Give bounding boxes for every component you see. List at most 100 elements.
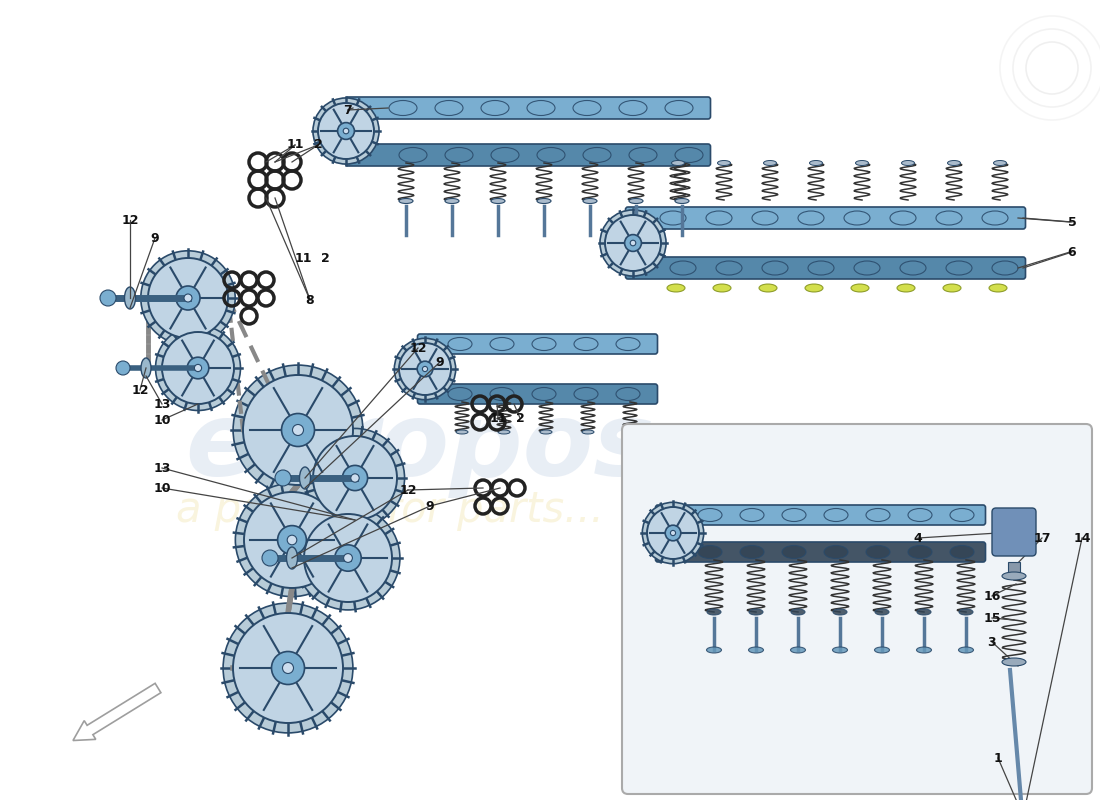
FancyBboxPatch shape [656,505,986,525]
Ellipse shape [763,161,777,166]
Ellipse shape [950,509,974,522]
Text: 10: 10 [153,482,170,494]
Circle shape [100,290,116,306]
Ellipse shape [660,211,686,225]
Ellipse shape [908,509,932,522]
Circle shape [176,286,200,310]
Ellipse shape [1002,572,1026,580]
Circle shape [600,210,666,276]
Text: 6: 6 [1068,246,1076,258]
Ellipse shape [540,430,552,434]
Ellipse shape [782,509,806,522]
Ellipse shape [805,284,823,292]
Circle shape [233,365,363,495]
Ellipse shape [532,338,556,350]
Ellipse shape [936,211,962,225]
Ellipse shape [900,261,926,275]
Ellipse shape [707,609,721,615]
Circle shape [195,364,201,371]
Circle shape [630,240,636,246]
Ellipse shape [833,609,847,615]
Ellipse shape [286,547,297,569]
Ellipse shape [874,609,889,615]
Text: 7: 7 [343,103,352,117]
Ellipse shape [667,284,685,292]
Circle shape [647,507,698,559]
Circle shape [235,483,349,597]
Ellipse shape [698,509,722,522]
Ellipse shape [616,387,640,401]
Circle shape [343,554,352,562]
Ellipse shape [629,198,644,203]
Ellipse shape [958,647,974,653]
Ellipse shape [698,546,722,558]
Circle shape [277,526,307,554]
Ellipse shape [532,387,556,401]
Text: 13: 13 [153,462,170,474]
Ellipse shape [866,546,890,558]
Ellipse shape [762,261,788,275]
Ellipse shape [299,467,310,489]
Ellipse shape [574,387,598,401]
Ellipse shape [989,284,1006,292]
Ellipse shape [740,546,764,558]
Ellipse shape [896,284,915,292]
Ellipse shape [890,211,916,225]
Text: 9: 9 [151,231,160,245]
Ellipse shape [583,198,597,203]
Text: 14: 14 [1074,531,1091,545]
Ellipse shape [759,284,777,292]
Circle shape [244,492,340,588]
Ellipse shape [791,609,805,615]
Circle shape [314,436,397,520]
Ellipse shape [706,211,732,225]
Ellipse shape [810,161,823,166]
Ellipse shape [624,430,636,434]
Text: 9: 9 [436,355,444,369]
Circle shape [223,603,353,733]
Text: 12: 12 [409,342,427,354]
Circle shape [625,234,641,251]
Ellipse shape [993,161,1007,166]
Text: 11: 11 [295,251,311,265]
Ellipse shape [717,161,730,166]
Ellipse shape [706,647,722,653]
FancyBboxPatch shape [656,542,986,562]
Ellipse shape [917,609,931,615]
Circle shape [155,326,241,410]
Circle shape [343,128,349,134]
Text: 9: 9 [426,499,434,513]
Circle shape [272,651,305,685]
Ellipse shape [434,101,463,115]
Ellipse shape [574,338,598,350]
Circle shape [233,613,343,723]
Ellipse shape [582,430,594,434]
Circle shape [287,535,297,545]
Text: 2: 2 [314,138,322,151]
Ellipse shape [583,147,610,162]
Circle shape [148,258,228,338]
Ellipse shape [446,147,473,162]
Ellipse shape [491,147,519,162]
Ellipse shape [851,284,869,292]
Ellipse shape [675,198,689,203]
Circle shape [605,215,661,271]
FancyBboxPatch shape [418,334,658,354]
Circle shape [334,545,361,571]
Ellipse shape [902,161,914,166]
Ellipse shape [527,101,556,115]
Circle shape [422,366,428,371]
Ellipse shape [629,147,657,162]
Text: 17: 17 [1033,531,1050,545]
Ellipse shape [959,609,974,615]
Circle shape [318,103,374,159]
Ellipse shape [866,509,890,522]
FancyBboxPatch shape [345,144,711,166]
FancyArrow shape [73,683,161,741]
Ellipse shape [740,509,764,522]
FancyBboxPatch shape [418,384,658,404]
Ellipse shape [1002,658,1026,666]
Text: europos: europos [185,398,654,498]
Text: 11: 11 [286,138,304,151]
Circle shape [293,425,304,435]
